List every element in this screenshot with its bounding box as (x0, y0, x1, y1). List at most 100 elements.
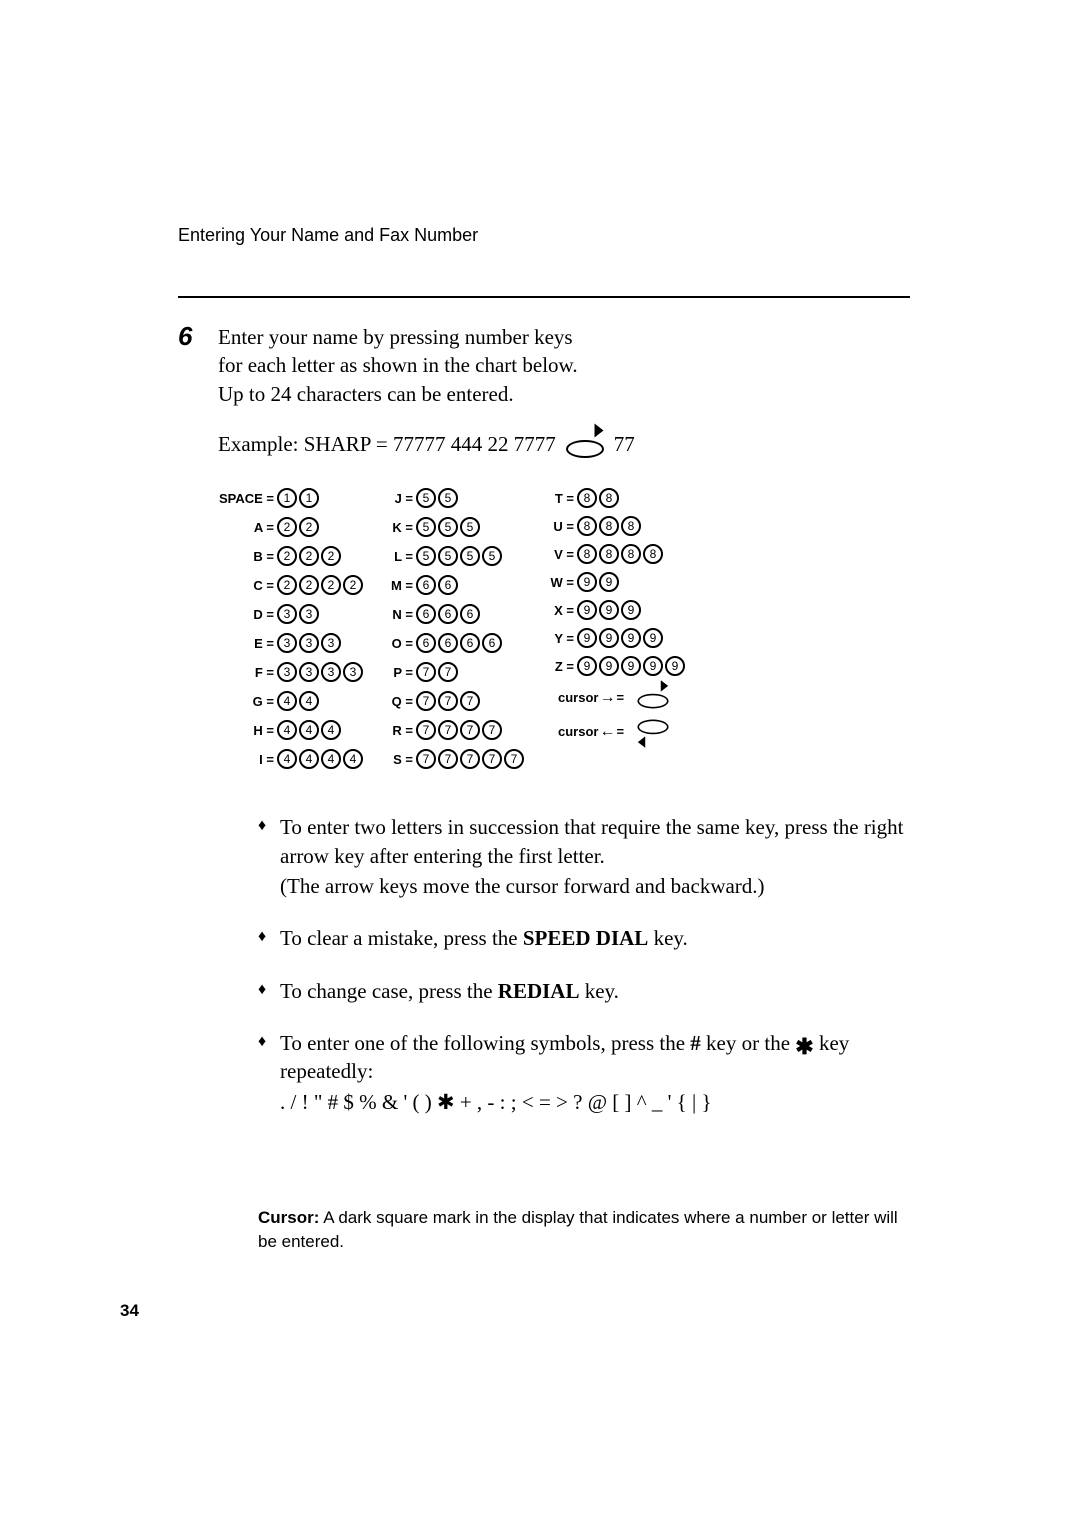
chart-row-label: X = (548, 602, 574, 620)
key-icon: 2 (321, 546, 341, 566)
key-icon: 5 (460, 546, 480, 566)
key-icon: 9 (665, 656, 685, 676)
key-icon: 3 (277, 604, 297, 624)
key-icon: 2 (343, 575, 363, 595)
arrow-left-icon (636, 720, 670, 743)
chart-row-label: S = (387, 751, 413, 769)
bullet-2-a: To clear a mistake, press the (280, 926, 523, 950)
chart-row: H =444 (218, 718, 363, 742)
cursor-definition: Cursor: A dark square mark in the displa… (258, 1206, 910, 1254)
chart-row-keys: 2222 (277, 575, 363, 595)
bullet-4-a: To enter one of the following symbols, p… (280, 1031, 690, 1055)
chart-row-keys: 777 (416, 691, 480, 711)
letter-chart: SPACE =11A =22B =222C =2222D =33E =333F … (218, 486, 910, 771)
key-icon: 8 (577, 544, 597, 564)
key-icon: 4 (321, 720, 341, 740)
chart-row-label: T = (548, 490, 574, 508)
chart-row-keys: 77 (416, 662, 458, 682)
key-icon: 7 (416, 691, 436, 711)
chart-row: B =222 (218, 544, 363, 568)
key-icon: 9 (577, 628, 597, 648)
bullet-2-key: SPEED DIAL (523, 926, 648, 950)
key-icon: 6 (438, 604, 458, 624)
chart-row-label: A = (218, 519, 274, 537)
key-icon: 6 (438, 633, 458, 653)
key-icon: 3 (299, 633, 319, 653)
bullet-3-a: To change case, press the (280, 979, 498, 1003)
key-icon: 7 (438, 749, 458, 769)
chart-row: U =888 (548, 514, 685, 538)
chart-row-keys: 99 (577, 572, 619, 592)
cursor-right-row: cursor = (548, 682, 685, 712)
key-icon: 9 (577, 656, 597, 676)
key-icon: 8 (621, 516, 641, 536)
bullet-4-hash: # (690, 1031, 701, 1055)
bullet-4: To enter one of the following symbols, p… (258, 1029, 910, 1116)
chart-row-keys: 444 (277, 720, 341, 740)
chart-row-keys: 888 (577, 516, 641, 536)
chart-row: A =22 (218, 515, 363, 539)
key-icon: 4 (277, 749, 297, 769)
chart-row-label: P = (387, 664, 413, 682)
arrow-right-symbol (598, 687, 616, 709)
equals-text: = (616, 723, 624, 741)
chart-row-keys: 333 (277, 633, 341, 653)
chart-row: J =55 (387, 486, 524, 510)
chart-row-keys: 666 (416, 604, 480, 624)
chart-row-label: B = (218, 548, 274, 566)
chart-row: F =3333 (218, 660, 363, 684)
chart-row-label: H = (218, 722, 274, 740)
bullet-2: To clear a mistake, press the SPEED DIAL… (258, 924, 910, 952)
chart-row: X =999 (548, 598, 685, 622)
chart-row-label: M = (387, 577, 413, 595)
star-icon: ✱ (795, 1034, 813, 1059)
key-icon: 5 (416, 488, 436, 508)
chart-row: N =666 (387, 602, 524, 626)
chart-row: R =7777 (387, 718, 524, 742)
key-icon: 9 (577, 600, 597, 620)
key-icon: 2 (299, 517, 319, 537)
key-icon: 3 (299, 604, 319, 624)
key-icon: 4 (299, 691, 319, 711)
key-icon: 7 (438, 691, 458, 711)
example-suffix: 77 (614, 430, 635, 458)
key-icon: 7 (460, 720, 480, 740)
chart-row-keys: 5555 (416, 546, 502, 566)
page-number: 34 (120, 1301, 139, 1321)
key-icon: 1 (277, 488, 297, 508)
key-icon: 9 (599, 656, 619, 676)
key-icon: 7 (416, 749, 436, 769)
chart-row-label: L = (387, 548, 413, 566)
chart-row-keys: 6666 (416, 633, 502, 653)
chart-row-label: Y = (548, 630, 574, 648)
key-icon: 8 (599, 544, 619, 564)
key-icon: 8 (577, 488, 597, 508)
key-icon: 4 (299, 720, 319, 740)
key-icon: 5 (438, 488, 458, 508)
bullet-4-symbols: . / ! " # $ % & ' ( ) ✱ + , - : ; < = > … (280, 1088, 910, 1116)
chart-row-label: N = (387, 606, 413, 624)
chart-row-keys: 77777 (416, 749, 524, 769)
equals-text: = (616, 689, 624, 707)
bullet-3: To change case, press the REDIAL key. (258, 977, 910, 1005)
cursor-label: cursor (558, 723, 598, 741)
key-icon: 2 (277, 517, 297, 537)
chart-row-keys: 99999 (577, 656, 685, 676)
chart-row-keys: 44 (277, 691, 319, 711)
chart-row: Z =99999 (548, 654, 685, 678)
bullet-1-text: To enter two letters in succession that … (280, 815, 903, 867)
key-icon: 2 (299, 546, 319, 566)
chart-row-label: SPACE = (218, 490, 274, 508)
key-icon: 8 (621, 544, 641, 564)
key-icon: 8 (643, 544, 663, 564)
chart-row: G =44 (218, 689, 363, 713)
definition-text: A dark square mark in the display that i… (258, 1208, 898, 1251)
key-icon: 7 (482, 749, 502, 769)
key-icon: 9 (621, 656, 641, 676)
chart-col-2: J =55K =555L =5555M =66N =666O =6666P =7… (387, 486, 524, 771)
key-icon: 6 (460, 604, 480, 624)
key-icon: 5 (438, 517, 458, 537)
chart-row-keys: 22 (277, 517, 319, 537)
key-icon: 4 (343, 749, 363, 769)
chart-row: L =5555 (387, 544, 524, 568)
